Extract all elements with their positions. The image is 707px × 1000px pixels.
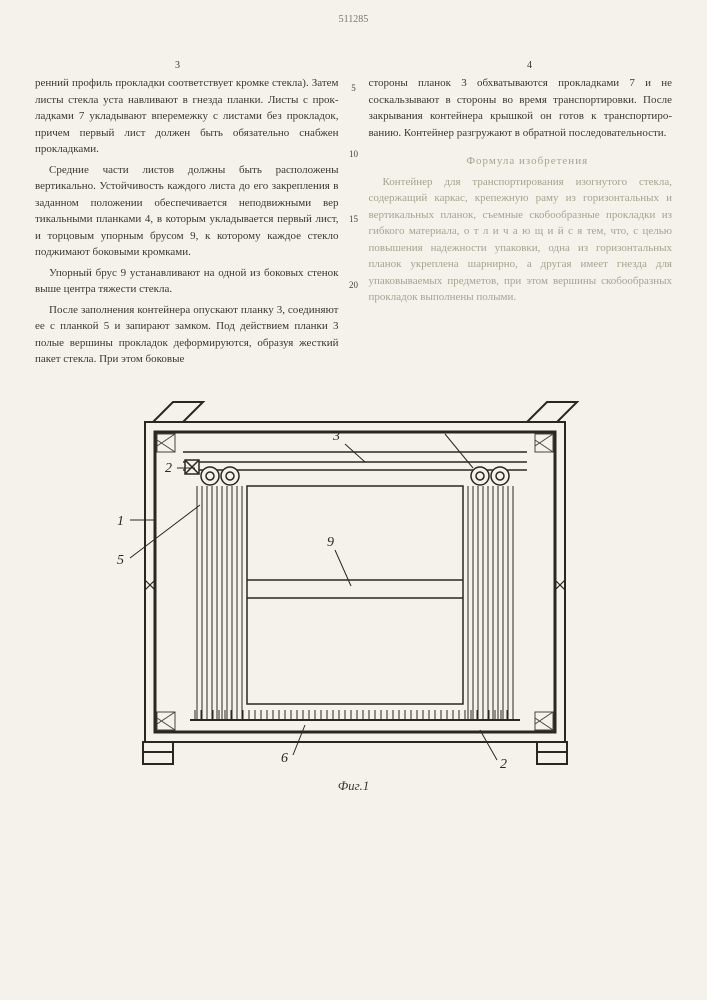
figure-caption: Фиг.1 bbox=[338, 776, 370, 796]
paragraph: После заполнения контейнера опускают пла… bbox=[35, 302, 339, 368]
svg-text:1: 1 bbox=[117, 514, 124, 529]
figure-svg: 1 2 5 3 9 6 2 bbox=[35, 390, 675, 790]
svg-text:3: 3 bbox=[332, 429, 340, 444]
line-number-gutter: 5 10 15 20 bbox=[344, 82, 364, 344]
paragraph: Контейнер для транспортирования изогну­т… bbox=[369, 174, 673, 306]
line-marker: 20 bbox=[344, 279, 364, 293]
svg-text:5: 5 bbox=[117, 553, 124, 568]
figure-1: 1 2 5 3 9 6 2 Фиг.1 bbox=[35, 390, 672, 800]
left-column: ренний профиль прокладки соответствует к… bbox=[35, 75, 339, 372]
svg-text:9: 9 bbox=[327, 535, 334, 550]
line-marker: 10 bbox=[344, 148, 364, 162]
paragraph: Средние части листов должны быть рас­пол… bbox=[35, 162, 339, 261]
line-marker: 15 bbox=[344, 213, 364, 227]
svg-text:2: 2 bbox=[500, 757, 507, 772]
column-number-right: 4 bbox=[527, 58, 532, 73]
paragraph: ренний профиль прокладки соответствует к… bbox=[35, 75, 339, 158]
paragraph: Упорный брус 9 устанавливают на одной из… bbox=[35, 265, 339, 298]
svg-text:6: 6 bbox=[281, 751, 288, 766]
column-number-left: 3 bbox=[175, 58, 180, 73]
right-column: стороны планок 3 обхватываются прокладка… bbox=[369, 75, 673, 372]
paragraph: стороны планок 3 обхватываются прокладка… bbox=[369, 75, 673, 141]
formula-title: Формула изобретения bbox=[369, 153, 673, 170]
line-marker: 5 bbox=[344, 82, 364, 96]
svg-text:2: 2 bbox=[165, 461, 172, 476]
page-number-top: 511285 bbox=[339, 12, 369, 27]
